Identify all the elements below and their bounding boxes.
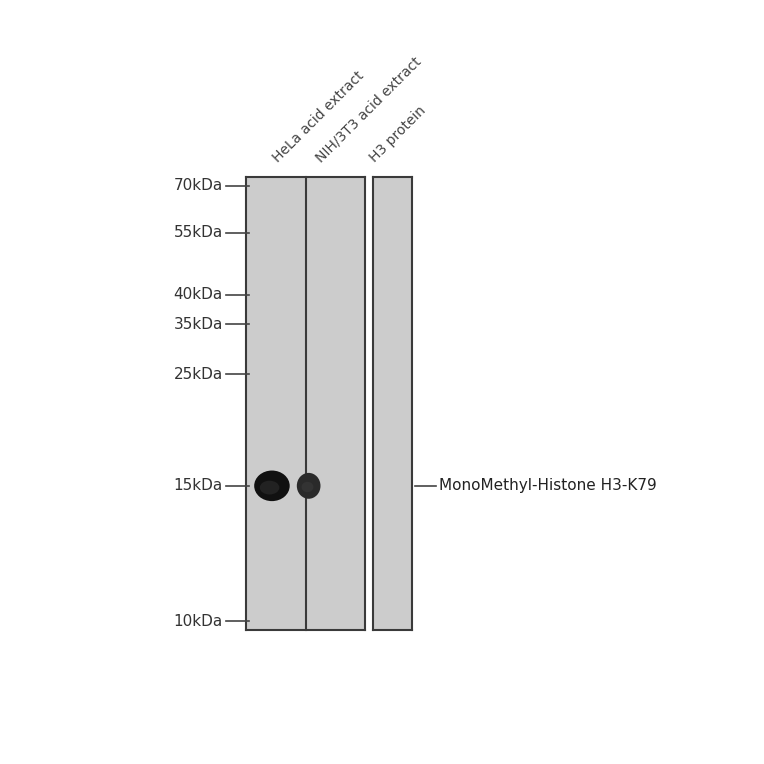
Text: 10kDa: 10kDa — [173, 613, 223, 629]
Text: H3 protein: H3 protein — [367, 104, 428, 165]
Bar — [247, 177, 306, 630]
Text: MonoMethyl-Histone H3-K79: MonoMethyl-Histone H3-K79 — [439, 478, 657, 494]
Text: 70kDa: 70kDa — [173, 178, 223, 193]
Text: 25kDa: 25kDa — [173, 367, 223, 381]
Text: 15kDa: 15kDa — [173, 478, 223, 494]
Ellipse shape — [302, 482, 313, 492]
Ellipse shape — [260, 481, 280, 494]
Ellipse shape — [254, 471, 290, 501]
Bar — [373, 177, 413, 630]
Text: 40kDa: 40kDa — [173, 287, 223, 302]
Text: 35kDa: 35kDa — [173, 316, 223, 332]
Text: 55kDa: 55kDa — [173, 225, 223, 241]
Ellipse shape — [297, 473, 321, 499]
Text: HeLa acid extract: HeLa acid extract — [270, 69, 367, 165]
Text: NIH/3T3 acid extract: NIH/3T3 acid extract — [313, 54, 424, 165]
Bar — [306, 177, 365, 630]
